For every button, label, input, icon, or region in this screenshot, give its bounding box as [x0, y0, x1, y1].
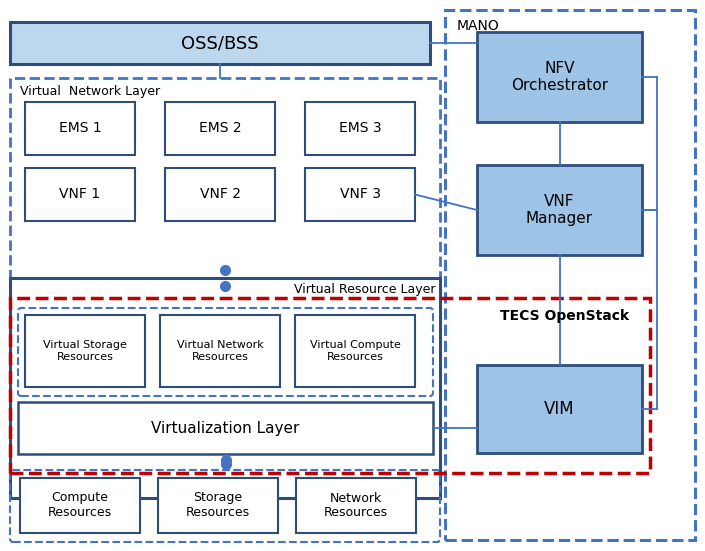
Text: EMS 3: EMS 3 [338, 122, 381, 136]
Text: Virtual Compute
Resources: Virtual Compute Resources [309, 340, 400, 362]
Bar [477, 165, 642, 255]
Bar [305, 168, 415, 221]
Bar [25, 168, 135, 221]
Text: Virtualization Layer: Virtualization Layer [152, 420, 300, 435]
Text: Storage
Resources: Storage Resources [186, 491, 250, 520]
Bar [165, 102, 275, 155]
Text: EMS 1: EMS 1 [59, 122, 102, 136]
Text: Virtual Storage
Resources: Virtual Storage Resources [43, 340, 127, 362]
Bar [25, 315, 145, 387]
Text: OSS/BSS: OSS/BSS [181, 34, 259, 52]
Bar [477, 32, 642, 122]
Bar [10, 22, 430, 64]
Bar [445, 10, 695, 540]
Bar [10, 78, 440, 278]
Bar [25, 102, 135, 155]
Text: Network
Resources: Network Resources [324, 491, 388, 520]
Text: Compute
Resources: Compute Resources [48, 491, 112, 520]
Text: VNF 3: VNF 3 [340, 187, 381, 202]
Text: Virtual  Network Layer: Virtual Network Layer [20, 85, 160, 99]
Text: MANO: MANO [457, 19, 500, 33]
Text: VNF 1: VNF 1 [59, 187, 101, 202]
Bar [18, 402, 433, 454]
Bar [295, 315, 415, 387]
Bar [165, 168, 275, 221]
Bar [477, 365, 642, 453]
Text: Virtual Resource Layer: Virtual Resource Layer [293, 284, 435, 296]
Text: EMS 2: EMS 2 [199, 122, 241, 136]
Text: Virtual Network
Resources: Virtual Network Resources [177, 340, 264, 362]
Text: VNF 2: VNF 2 [200, 187, 240, 202]
Bar [10, 278, 440, 498]
Bar [305, 102, 415, 155]
Text: VNF
Manager: VNF Manager [526, 194, 593, 226]
Bar [10, 298, 650, 473]
Bar [20, 478, 140, 533]
Text: TECS OpenStack: TECS OpenStack [500, 309, 629, 323]
Text: VIM: VIM [544, 400, 575, 418]
Bar [158, 478, 278, 533]
Text: NFV
Orchestrator: NFV Orchestrator [511, 61, 608, 93]
Bar [160, 315, 280, 387]
Bar [296, 478, 416, 533]
